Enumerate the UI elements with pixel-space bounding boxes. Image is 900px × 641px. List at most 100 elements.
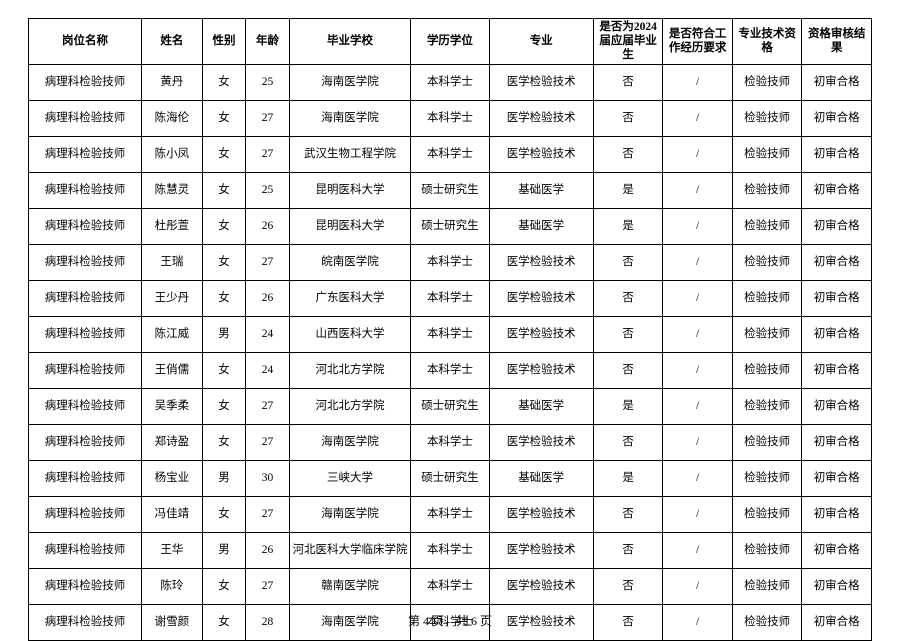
cell-protitle: 检验技师 <box>732 461 802 497</box>
cell-result: 初审合格 <box>802 389 872 425</box>
cell-is2024: 否 <box>593 317 663 353</box>
cell-school: 海南医学院 <box>289 497 411 533</box>
cell-age: 26 <box>246 281 289 317</box>
cell-school: 海南医学院 <box>289 101 411 137</box>
cell-workreq: / <box>663 425 733 461</box>
cell-position: 病理科检验技师 <box>29 389 142 425</box>
cell-workreq: / <box>663 137 733 173</box>
cell-gender: 女 <box>202 65 245 101</box>
cell-position: 病理科检验技师 <box>29 533 142 569</box>
table-row: 病理科检验技师冯佳靖女27海南医学院本科学士医学检验技术否/检验技师初审合格 <box>29 497 872 533</box>
cell-degree: 硕士研究生 <box>411 461 489 497</box>
cell-name: 杨宝业 <box>141 461 202 497</box>
cell-name: 陈玲 <box>141 569 202 605</box>
col-header-age: 年龄 <box>246 19 289 65</box>
cell-age: 27 <box>246 497 289 533</box>
cell-age: 27 <box>246 101 289 137</box>
cell-gender: 女 <box>202 137 245 173</box>
cell-position: 病理科检验技师 <box>29 497 142 533</box>
cell-workreq: / <box>663 173 733 209</box>
cell-gender: 男 <box>202 533 245 569</box>
cell-protitle: 检验技师 <box>732 317 802 353</box>
cell-is2024: 否 <box>593 497 663 533</box>
cell-position: 病理科检验技师 <box>29 569 142 605</box>
cell-name: 郑诗盈 <box>141 425 202 461</box>
table-row: 病理科检验技师陈海伦女27海南医学院本科学士医学检验技术否/检验技师初审合格 <box>29 101 872 137</box>
cell-major: 医学检验技术 <box>489 353 593 389</box>
cell-degree: 本科学士 <box>411 497 489 533</box>
col-header-degree: 学历学位 <box>411 19 489 65</box>
page-footer: 第 4 页，共 6 页 <box>0 612 900 629</box>
cell-age: 26 <box>246 533 289 569</box>
cell-is2024: 否 <box>593 533 663 569</box>
cell-name: 黄丹 <box>141 65 202 101</box>
cell-name: 陈慧灵 <box>141 173 202 209</box>
cell-position: 病理科检验技师 <box>29 65 142 101</box>
cell-gender: 女 <box>202 173 245 209</box>
cell-result: 初审合格 <box>802 497 872 533</box>
cell-degree: 本科学士 <box>411 425 489 461</box>
cell-school: 武汉生物工程学院 <box>289 137 411 173</box>
cell-protitle: 检验技师 <box>732 65 802 101</box>
col-header-position: 岗位名称 <box>29 19 142 65</box>
col-header-is2024: 是否为2024届应届毕业生 <box>593 19 663 65</box>
cell-age: 27 <box>246 245 289 281</box>
cell-position: 病理科检验技师 <box>29 461 142 497</box>
cell-school: 昆明医科大学 <box>289 209 411 245</box>
cell-school: 赣南医学院 <box>289 569 411 605</box>
cell-protitle: 检验技师 <box>732 281 802 317</box>
cell-protitle: 检验技师 <box>732 389 802 425</box>
cell-result: 初审合格 <box>802 425 872 461</box>
cell-is2024: 否 <box>593 569 663 605</box>
table-row: 病理科检验技师王瑞女27皖南医学院本科学士医学检验技术否/检验技师初审合格 <box>29 245 872 281</box>
cell-is2024: 否 <box>593 281 663 317</box>
cell-major: 医学检验技术 <box>489 569 593 605</box>
cell-result: 初审合格 <box>802 317 872 353</box>
cell-protitle: 检验技师 <box>732 425 802 461</box>
data-table: 岗位名称姓名性别年龄毕业学校学历学位专业是否为2024届应届毕业生是否符合工作经… <box>28 18 872 641</box>
cell-school: 广东医科大学 <box>289 281 411 317</box>
cell-position: 病理科检验技师 <box>29 173 142 209</box>
cell-gender: 男 <box>202 461 245 497</box>
cell-degree: 硕士研究生 <box>411 173 489 209</box>
cell-name: 王俏儒 <box>141 353 202 389</box>
cell-age: 30 <box>246 461 289 497</box>
cell-major: 基础医学 <box>489 461 593 497</box>
cell-degree: 本科学士 <box>411 137 489 173</box>
cell-gender: 女 <box>202 497 245 533</box>
table-row: 病理科检验技师郑诗盈女27海南医学院本科学士医学检验技术否/检验技师初审合格 <box>29 425 872 461</box>
cell-result: 初审合格 <box>802 137 872 173</box>
cell-school: 三峡大学 <box>289 461 411 497</box>
cell-workreq: / <box>663 209 733 245</box>
col-header-name: 姓名 <box>141 19 202 65</box>
cell-protitle: 检验技师 <box>732 245 802 281</box>
cell-age: 27 <box>246 389 289 425</box>
col-header-school: 毕业学校 <box>289 19 411 65</box>
cell-is2024: 否 <box>593 425 663 461</box>
col-header-workreq: 是否符合工作经历要求 <box>663 19 733 65</box>
cell-position: 病理科检验技师 <box>29 209 142 245</box>
cell-result: 初审合格 <box>802 353 872 389</box>
page-container: 岗位名称姓名性别年龄毕业学校学历学位专业是否为2024届应届毕业生是否符合工作经… <box>0 0 900 637</box>
cell-position: 病理科检验技师 <box>29 245 142 281</box>
cell-age: 27 <box>246 569 289 605</box>
cell-degree: 硕士研究生 <box>411 389 489 425</box>
cell-workreq: / <box>663 281 733 317</box>
cell-gender: 女 <box>202 209 245 245</box>
col-header-result: 资格审核结果 <box>802 19 872 65</box>
cell-position: 病理科检验技师 <box>29 425 142 461</box>
cell-is2024: 否 <box>593 65 663 101</box>
cell-result: 初审合格 <box>802 245 872 281</box>
cell-result: 初审合格 <box>802 173 872 209</box>
table-row: 病理科检验技师吴季柔女27河北北方学院硕士研究生基础医学是/检验技师初审合格 <box>29 389 872 425</box>
cell-position: 病理科检验技师 <box>29 137 142 173</box>
cell-is2024: 是 <box>593 209 663 245</box>
cell-workreq: / <box>663 65 733 101</box>
table-row: 病理科检验技师王华男26河北医科大学临床学院本科学士医学检验技术否/检验技师初审… <box>29 533 872 569</box>
table-row: 病理科检验技师陈小凤女27武汉生物工程学院本科学士医学检验技术否/检验技师初审合… <box>29 137 872 173</box>
cell-degree: 硕士研究生 <box>411 209 489 245</box>
cell-gender: 女 <box>202 281 245 317</box>
cell-school: 皖南医学院 <box>289 245 411 281</box>
cell-workreq: / <box>663 497 733 533</box>
cell-workreq: / <box>663 353 733 389</box>
